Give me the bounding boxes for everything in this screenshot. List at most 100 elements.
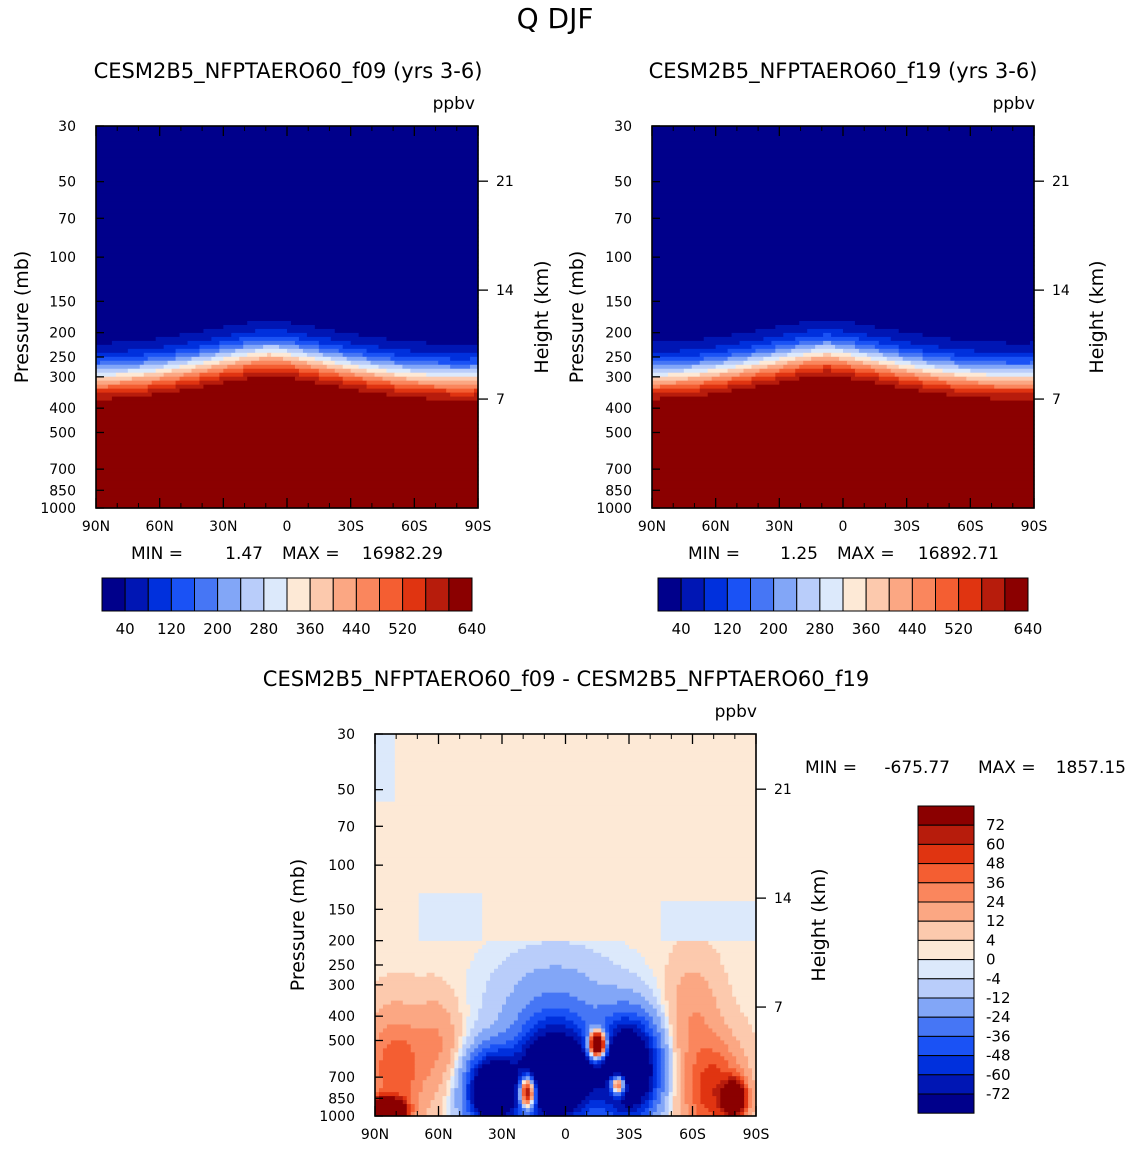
- contour-cell: [664, 1020, 670, 1026]
- contour-cell: [617, 1080, 622, 1085]
- contour-cell: [243, 364, 296, 370]
- contour-cell: [652, 253, 1035, 258]
- contour-cell: [243, 368, 300, 374]
- contour-cell: [394, 372, 427, 378]
- contour-cell: [386, 1024, 412, 1030]
- contour-cell: [748, 1076, 753, 1081]
- contour-cell: [625, 1084, 630, 1089]
- contour-cell: [375, 1036, 380, 1041]
- contour-cell: [735, 364, 753, 370]
- contour-cell: [696, 1060, 729, 1065]
- contour-cell: [581, 1048, 586, 1053]
- contour-cell: [660, 1040, 666, 1045]
- contour-cell: [410, 348, 479, 354]
- contour-cell: [660, 936, 757, 942]
- contour-cell: [668, 1028, 674, 1034]
- x-tick-label: 60N: [424, 1127, 452, 1143]
- contour-cell: [728, 976, 757, 982]
- contour-cell: [716, 1032, 733, 1038]
- contour-cell: [589, 1044, 594, 1049]
- contour-cell: [652, 480, 1035, 485]
- contour-cell: [442, 1076, 452, 1081]
- contour-cell: [652, 1040, 658, 1045]
- contour-cell: [720, 960, 757, 966]
- contour-cell: [672, 1104, 682, 1109]
- contour-cell: [652, 197, 1035, 203]
- contour-cell: [96, 376, 133, 382]
- units-label: ppbv: [433, 94, 475, 114]
- contour-cell: [589, 1024, 602, 1030]
- contour-cell: [394, 789, 757, 795]
- contour-cell: [752, 1076, 757, 1081]
- colorbar-label: 200: [759, 620, 788, 638]
- contour-cell: [751, 376, 776, 382]
- contour-cell: [652, 1048, 658, 1053]
- contour-cell: [644, 1028, 654, 1034]
- contour-cell: [652, 173, 1035, 179]
- contour-cell: [470, 1108, 475, 1113]
- colorbar-box: [263, 577, 288, 612]
- contour-cell: [517, 1084, 523, 1089]
- y-tick-label: 70: [337, 819, 355, 835]
- contour-cell: [96, 277, 479, 282]
- contour-cell: [613, 1020, 642, 1026]
- contour-cell: [954, 352, 1035, 358]
- contour-cell: [474, 1084, 515, 1089]
- contour-cell: [306, 332, 360, 338]
- contour-cell: [418, 928, 483, 934]
- contour-cell: [462, 1104, 467, 1109]
- contour-cell: [676, 984, 709, 990]
- contour-cell: [752, 1100, 757, 1105]
- contour-cell: [898, 376, 920, 382]
- contour-cell: [96, 233, 479, 239]
- contour-cell: [680, 1112, 690, 1117]
- contour-cell: [664, 1076, 670, 1081]
- contour-cell: [175, 380, 201, 386]
- contour-cell: [668, 1056, 674, 1061]
- contour-cell: [525, 1052, 586, 1057]
- contour-cell: [652, 181, 1035, 187]
- contour-cell: [720, 1008, 741, 1014]
- y-tick-label: 500: [328, 1033, 355, 1049]
- contour-cell: [96, 249, 479, 254]
- contour-cell: [96, 189, 479, 195]
- contour-cell: [799, 376, 852, 382]
- contour-cell: [96, 169, 479, 175]
- y-tick-label: 70: [614, 211, 632, 227]
- contour-cell: [720, 1080, 729, 1085]
- contour-cell: [375, 1004, 384, 1010]
- contour-cell: [585, 972, 638, 978]
- contour-cell: [589, 1060, 594, 1065]
- contour-cell: [111, 340, 189, 346]
- max-value: 16892.71: [918, 544, 999, 564]
- contour-cell: [96, 468, 479, 473]
- contour-cell: [775, 344, 796, 350]
- contour-cell: [306, 352, 324, 358]
- contour-cell: [783, 332, 824, 338]
- contour-cell: [621, 1028, 634, 1034]
- contour-cell: [652, 1096, 658, 1101]
- contour-cell: [589, 1028, 594, 1034]
- contour-cell: [517, 1072, 523, 1077]
- contour-cell: [974, 348, 1035, 354]
- contour-cell: [498, 1032, 519, 1038]
- contour-cell: [521, 1044, 531, 1049]
- contour-cell: [664, 1072, 670, 1077]
- contour-cell: [656, 1084, 662, 1089]
- contour-cell: [482, 1056, 487, 1061]
- contour-cell: [664, 1048, 670, 1053]
- contour-cell: [96, 492, 479, 497]
- contour-cell: [533, 1072, 614, 1077]
- contour-cell: [652, 388, 701, 394]
- contour-cell: [378, 1088, 412, 1093]
- contour-cell: [454, 1044, 459, 1049]
- contour-cell: [660, 1008, 666, 1014]
- contour-cell: [751, 352, 772, 358]
- contour-cell: [513, 988, 634, 994]
- contour-cell: [378, 1068, 416, 1073]
- contour-cell: [478, 1108, 511, 1113]
- contour-cell: [684, 1092, 694, 1097]
- contour-cell: [676, 1080, 682, 1085]
- contour-cell: [759, 368, 780, 374]
